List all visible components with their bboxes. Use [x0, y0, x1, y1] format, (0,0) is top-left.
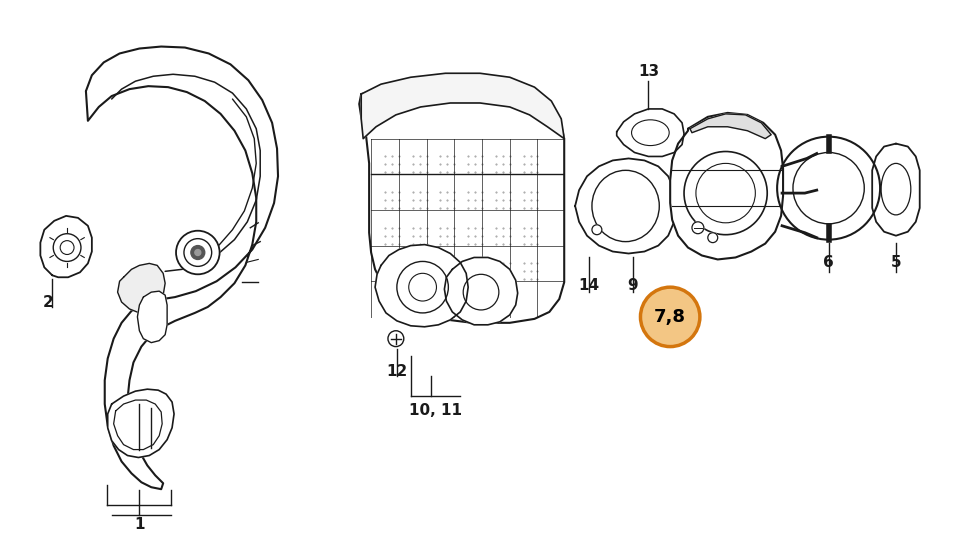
Text: 5: 5 — [891, 255, 901, 270]
Circle shape — [707, 233, 718, 243]
Text: 9: 9 — [627, 278, 638, 293]
Polygon shape — [616, 109, 684, 157]
Polygon shape — [108, 389, 174, 457]
Polygon shape — [445, 257, 517, 325]
Text: 12: 12 — [387, 364, 408, 379]
Text: 10, 11: 10, 11 — [409, 403, 462, 418]
Polygon shape — [361, 73, 564, 139]
Circle shape — [195, 249, 201, 255]
Circle shape — [692, 222, 703, 233]
Circle shape — [684, 151, 767, 235]
Polygon shape — [872, 143, 920, 236]
Text: 6: 6 — [824, 255, 834, 270]
Polygon shape — [86, 46, 278, 489]
Circle shape — [191, 246, 204, 260]
Text: 13: 13 — [638, 64, 659, 79]
Circle shape — [176, 231, 220, 274]
Polygon shape — [117, 263, 165, 313]
Polygon shape — [41, 216, 92, 277]
Polygon shape — [359, 75, 564, 323]
Polygon shape — [690, 114, 771, 139]
Text: 1: 1 — [134, 518, 144, 532]
Circle shape — [641, 287, 700, 346]
Circle shape — [388, 331, 404, 346]
Text: 14: 14 — [578, 278, 600, 293]
Polygon shape — [138, 291, 167, 343]
Circle shape — [777, 136, 880, 240]
Polygon shape — [671, 113, 783, 260]
Polygon shape — [576, 158, 676, 254]
Text: 2: 2 — [43, 295, 53, 310]
Polygon shape — [375, 245, 468, 327]
Circle shape — [592, 225, 602, 235]
Text: 7,8: 7,8 — [654, 308, 686, 326]
